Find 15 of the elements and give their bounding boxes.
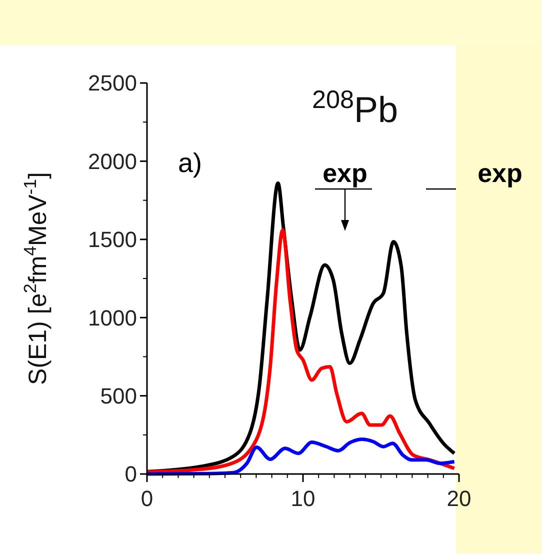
y-tick-label: 2500 [88, 70, 137, 96]
text: exp [478, 158, 522, 188]
line-series [145, 438, 456, 476]
x-tick-label: 0 [140, 486, 154, 511]
line-series [145, 228, 456, 474]
chart-title: $^{208}$Pb [312, 86, 398, 130]
annotation: exp [322, 158, 368, 188]
y-tick-label: 1500 [88, 227, 137, 252]
y-tick-label: 500 [100, 384, 137, 408]
x-tick-label: 20 [446, 486, 472, 511]
y-tick-label: 1000 [88, 305, 137, 330]
annotation: a) [178, 148, 202, 178]
x-tick-label: 10 [290, 486, 316, 511]
y-tick-label: 0 [124, 462, 137, 487]
y-tick-label: 2000 [88, 148, 137, 174]
